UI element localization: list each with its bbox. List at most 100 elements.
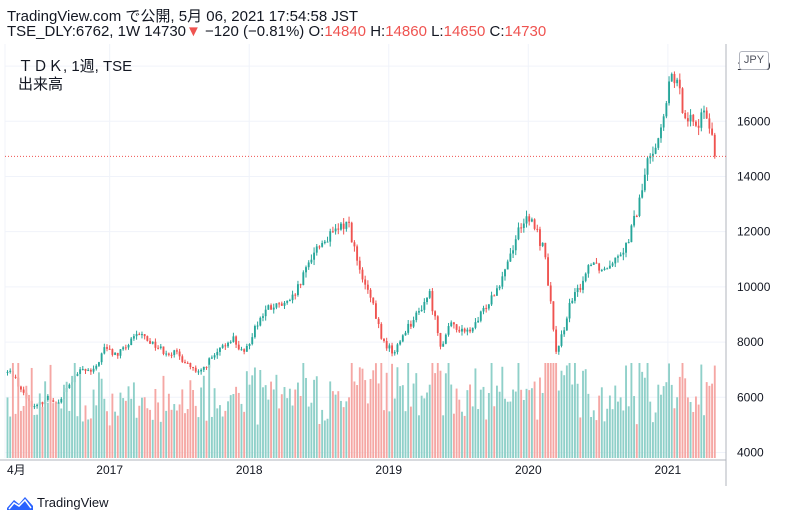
volume-bar bbox=[108, 425, 111, 458]
candle bbox=[278, 303, 281, 305]
candle bbox=[374, 303, 377, 319]
volume-bar bbox=[219, 405, 221, 458]
volume-bar bbox=[197, 417, 200, 458]
volume-bar bbox=[60, 408, 63, 458]
candle bbox=[132, 336, 135, 339]
candle bbox=[383, 338, 385, 341]
candle bbox=[240, 349, 243, 351]
volume-bar bbox=[617, 401, 619, 458]
candle bbox=[643, 174, 646, 191]
volume-bar bbox=[670, 384, 673, 458]
candle bbox=[420, 309, 423, 312]
candle bbox=[547, 257, 549, 286]
candle bbox=[452, 322, 455, 325]
volume-bar bbox=[22, 405, 25, 458]
volume-bar bbox=[614, 385, 617, 458]
volume-bar bbox=[267, 399, 270, 458]
candle bbox=[356, 246, 359, 261]
volume-bar bbox=[243, 411, 246, 458]
volume-bar bbox=[305, 377, 307, 458]
volume-bar bbox=[210, 416, 213, 458]
volume-bar bbox=[455, 388, 458, 458]
candle bbox=[216, 351, 219, 356]
candle bbox=[205, 366, 208, 368]
candle bbox=[294, 294, 297, 296]
candle bbox=[178, 351, 181, 357]
candle bbox=[251, 337, 254, 344]
volume-bar bbox=[232, 393, 235, 458]
candle bbox=[122, 347, 125, 350]
volume-bar bbox=[186, 409, 189, 458]
candle bbox=[146, 336, 149, 341]
volume-bar bbox=[415, 373, 418, 458]
y-tick-label: 10000 bbox=[737, 280, 771, 294]
candle bbox=[235, 336, 238, 345]
candle bbox=[248, 343, 251, 346]
volume-bar bbox=[552, 363, 555, 458]
close-value: 14730 bbox=[504, 23, 547, 40]
volume-bar bbox=[216, 408, 219, 458]
candle bbox=[595, 262, 598, 264]
volume-bar bbox=[159, 421, 162, 458]
candle bbox=[275, 303, 278, 308]
volume-bar bbox=[361, 368, 364, 458]
volume-bar bbox=[393, 398, 396, 458]
volume-bar bbox=[547, 363, 549, 458]
volume-bar bbox=[36, 414, 39, 458]
volume-bar bbox=[350, 363, 353, 458]
volume-bar bbox=[33, 414, 36, 458]
volume-bar bbox=[310, 402, 313, 458]
candle bbox=[321, 243, 324, 247]
candle bbox=[619, 254, 622, 257]
candle bbox=[442, 343, 445, 347]
volume-bar bbox=[17, 363, 20, 458]
candle bbox=[189, 362, 192, 368]
volume-bar bbox=[299, 395, 302, 458]
open-value: 14840 bbox=[324, 23, 367, 40]
candle bbox=[286, 300, 289, 303]
candle bbox=[364, 279, 367, 285]
candle bbox=[210, 357, 213, 359]
candle bbox=[106, 347, 108, 349]
volume-bar bbox=[119, 392, 122, 458]
candle bbox=[14, 376, 17, 378]
volume-bar bbox=[28, 394, 30, 458]
currency-badge[interactable]: JPY bbox=[739, 51, 769, 70]
high-label: H: bbox=[370, 23, 386, 40]
volume-bar bbox=[622, 410, 625, 458]
volume-bar bbox=[635, 424, 638, 458]
candle bbox=[124, 347, 127, 349]
volume-bar bbox=[461, 411, 463, 458]
volume-bar bbox=[181, 389, 184, 458]
candle bbox=[479, 311, 482, 321]
candle bbox=[6, 371, 9, 373]
volume-bar bbox=[49, 364, 52, 458]
candle bbox=[514, 239, 517, 251]
volume-bar bbox=[606, 408, 609, 458]
candle bbox=[611, 263, 614, 266]
volume-bar bbox=[627, 406, 630, 458]
volume-bar bbox=[630, 363, 633, 458]
volume-bar bbox=[662, 386, 665, 458]
candle bbox=[522, 223, 525, 229]
candle bbox=[141, 334, 143, 336]
volume-bar bbox=[278, 408, 281, 458]
candle bbox=[633, 215, 636, 226]
volume-bar bbox=[87, 419, 90, 458]
volume-bar bbox=[477, 409, 480, 458]
volume-bar bbox=[388, 411, 391, 458]
candle bbox=[614, 257, 617, 264]
volume-bar bbox=[237, 392, 240, 458]
candle bbox=[9, 370, 12, 372]
candle bbox=[713, 134, 716, 157]
ticker-label: TSE_DLY:6762, 1W bbox=[7, 23, 141, 40]
footer-brand-text: TradingView bbox=[37, 495, 109, 510]
volume-bar bbox=[358, 367, 361, 458]
candle bbox=[342, 223, 345, 229]
volume-bar bbox=[356, 385, 359, 458]
candle bbox=[651, 153, 654, 156]
volume-bar bbox=[337, 391, 340, 458]
volume-bar bbox=[485, 419, 488, 458]
footer-brand[interactable]: TradingView bbox=[7, 495, 109, 510]
